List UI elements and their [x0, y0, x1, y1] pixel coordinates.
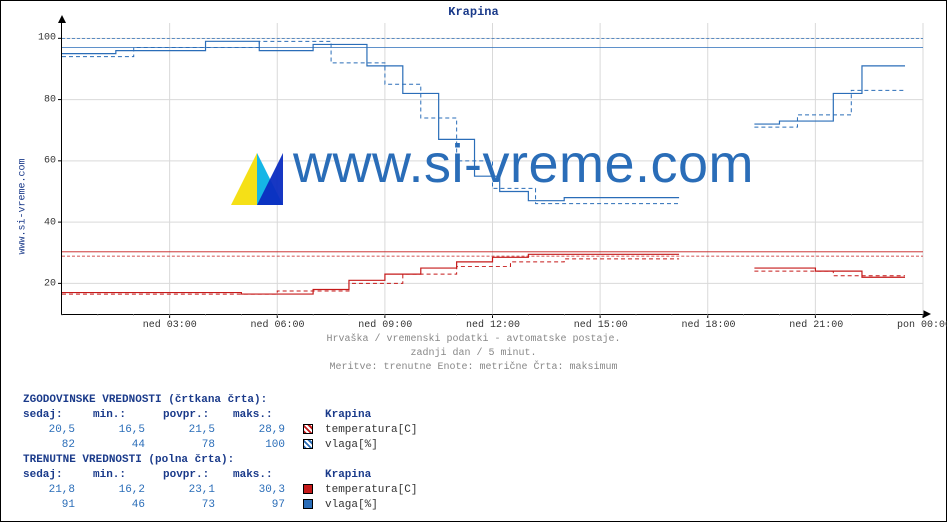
y-tick-label: 80 — [26, 94, 56, 105]
legend-value: 82 — [23, 438, 93, 453]
legend-value: 44 — [93, 438, 163, 453]
x-axis-arrow — [923, 310, 931, 318]
x-tick-label: ned 18:00 — [681, 320, 735, 331]
caption-line: zadnji dan / 5 minut. — [1, 347, 946, 361]
x-tick-label: ned 06:00 — [250, 320, 304, 331]
legend-value: 78 — [163, 438, 233, 453]
legend-series-name: temperatura[C] — [325, 483, 417, 498]
legend-value: 16,2 — [93, 483, 163, 498]
legend-value: 21,8 — [23, 483, 93, 498]
legend-value: 23,1 — [163, 483, 233, 498]
y-tick-label: 100 — [26, 33, 56, 44]
legend-value: 100 — [233, 438, 303, 453]
legend-value: 91 — [23, 498, 93, 513]
legend-col-label: min.: — [93, 408, 163, 423]
legend-value: 46 — [93, 498, 163, 513]
legend-current: TRENUTNE VREDNOSTI (polna črta):sedaj:mi… — [23, 453, 417, 512]
chart-frame: www.si-vreme.com Krapina www.si-vreme.co… — [0, 0, 947, 522]
caption-line: Meritve: trenutne Enote: metrične Črta: … — [1, 361, 946, 375]
y-tick-label: 40 — [26, 217, 56, 228]
legend-col-label: maks.: — [233, 408, 303, 423]
legend-col-label: sedaj: — [23, 468, 93, 483]
legend-col-label: min.: — [93, 468, 163, 483]
legend-swatch — [303, 423, 325, 438]
legend-col-label: povpr.: — [163, 408, 233, 423]
x-tick-label: ned 21:00 — [789, 320, 843, 331]
legend-swatch — [303, 483, 325, 498]
x-tick-label: ned 15:00 — [574, 320, 628, 331]
legend-col-label: sedaj: — [23, 408, 93, 423]
legend-col-label: maks.: — [233, 468, 303, 483]
x-tick-label: ned 12:00 — [466, 320, 520, 331]
legend-col-label: povpr.: — [163, 468, 233, 483]
legend-header: TRENUTNE VREDNOSTI (polna črta): — [23, 453, 417, 468]
legend-col-label: Krapina — [325, 408, 417, 423]
legend-col-label: Krapina — [325, 468, 417, 483]
x-tick-label: ned 03:00 — [143, 320, 197, 331]
plot-svg — [62, 23, 923, 314]
y-tick-label: 20 — [26, 279, 56, 290]
caption-line: Hrvaška / vremenski podatki - avtomatske… — [1, 333, 946, 347]
legend-value: 97 — [233, 498, 303, 513]
legend-value: 16,5 — [93, 423, 163, 438]
legend-value: 20,5 — [23, 423, 93, 438]
x-tick-label: pon 00:00 — [897, 320, 947, 331]
legend-historic: ZGODOVINSKE VREDNOSTI (črtkana črta):sed… — [23, 393, 417, 452]
y-axis-arrow — [58, 15, 66, 23]
y-tick-label: 60 — [26, 156, 56, 167]
plot-area: www.si-vreme.com 20406080100ned 03:00ned… — [61, 23, 923, 315]
legend-swatch — [303, 438, 325, 453]
chart-title: Krapina — [1, 5, 946, 19]
legend-series-name: vlaga[%] — [325, 438, 417, 453]
legend-swatch — [303, 498, 325, 513]
legend-value: 73 — [163, 498, 233, 513]
legend-value: 30,3 — [233, 483, 303, 498]
legend-header: ZGODOVINSKE VREDNOSTI (črtkana črta): — [23, 393, 417, 408]
legend-series-name: vlaga[%] — [325, 498, 417, 513]
legend-series-name: temperatura[C] — [325, 423, 417, 438]
legend-value: 21,5 — [163, 423, 233, 438]
x-tick-label: ned 09:00 — [358, 320, 412, 331]
chart-caption: Hrvaška / vremenski podatki - avtomatske… — [1, 333, 946, 375]
legend-value: 28,9 — [233, 423, 303, 438]
